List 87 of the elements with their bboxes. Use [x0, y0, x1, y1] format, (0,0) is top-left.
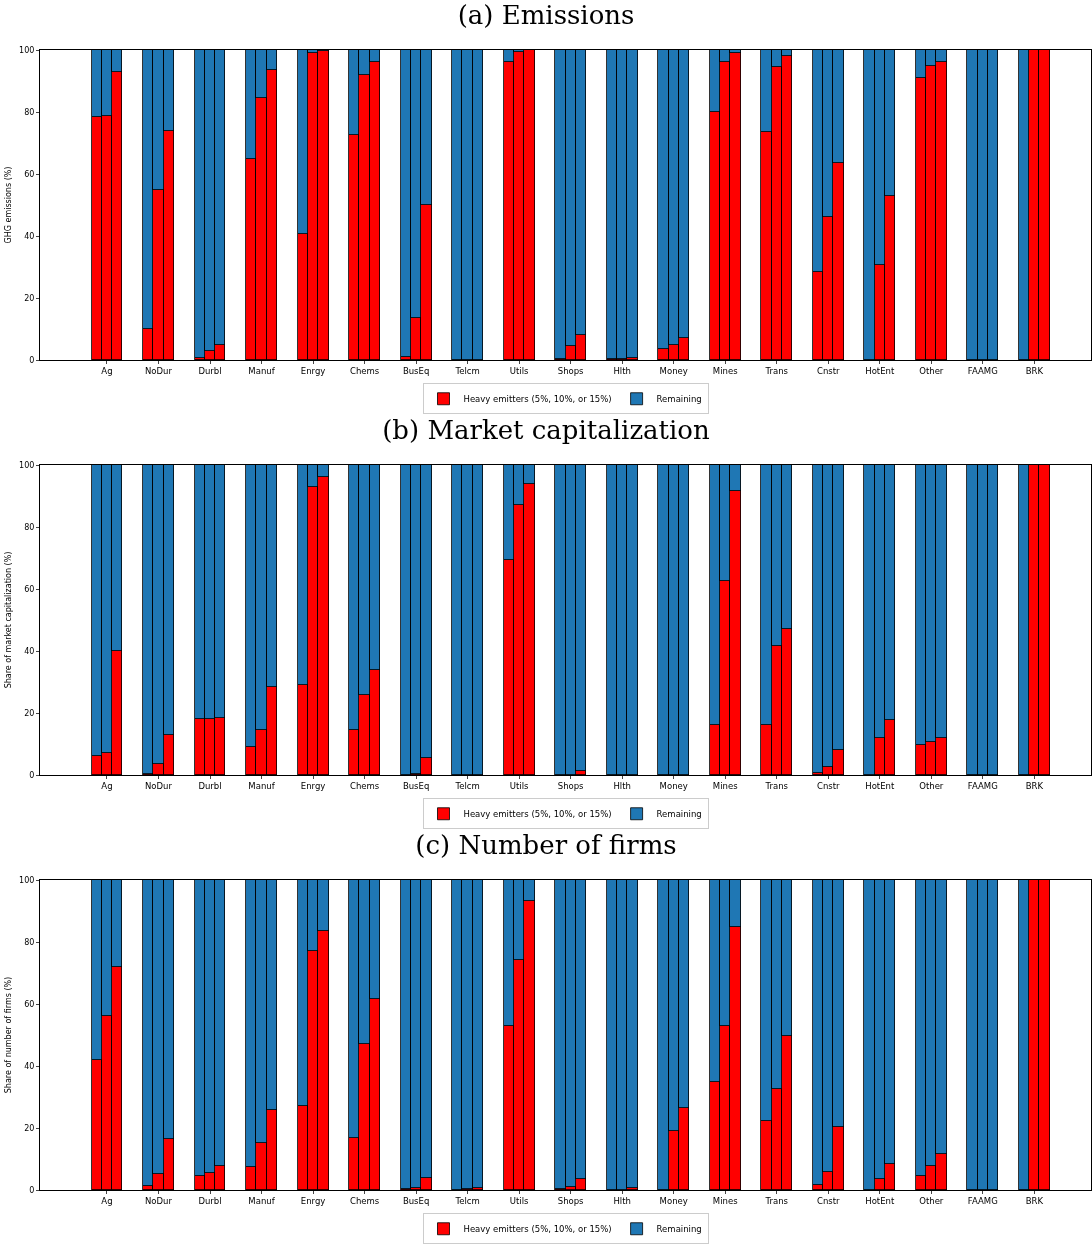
y-tick-label: 20: [24, 1123, 35, 1133]
x-tick-label: Shops: [557, 781, 585, 792]
x-tick-label: Hlth: [613, 366, 631, 377]
y-tick-label: 100: [19, 45, 35, 55]
y-tick-label: 80: [24, 107, 35, 117]
x-tick-label: Money: [659, 366, 688, 377]
chart-title: (a) Emissions: [457, 0, 635, 31]
x-tick-label: Enrgy: [300, 366, 326, 377]
y-tick-label: 60: [24, 999, 35, 1009]
x-tick-label: Durbl: [198, 781, 222, 792]
x-tick-label: Manuf: [248, 781, 276, 792]
x-tick-label: Ag: [101, 366, 113, 377]
x-tick-label: Money: [659, 1196, 688, 1207]
x-tick-label: Trans: [764, 781, 789, 792]
x-tick-label: Utils: [509, 781, 530, 792]
x-tick-label: Enrgy: [300, 1196, 326, 1207]
y-tick-label: 0: [29, 1185, 35, 1195]
x-tick-label: Hlth: [613, 781, 631, 792]
x-tick-label: Cnstr: [816, 1196, 841, 1207]
y-tick-label: 40: [24, 646, 35, 656]
x-tick-label: BusEq: [402, 781, 430, 792]
x-tick-label: Manuf: [248, 366, 276, 377]
chart-title: (c) Number of firms: [415, 830, 677, 861]
x-tick-label: BRK: [1025, 366, 1044, 377]
x-tick-label: Mines: [712, 781, 739, 792]
x-tick-label: BRK: [1025, 1196, 1044, 1207]
y-axis-title: Share of number of firms (%): [3, 976, 13, 1094]
x-tick-label: Other: [919, 1196, 944, 1207]
x-tick-label: Mines: [712, 366, 739, 377]
y-tick-label: 20: [24, 708, 35, 718]
x-tick-label: Trans: [764, 1196, 789, 1207]
x-tick-label: BRK: [1025, 781, 1044, 792]
x-tick-label: Chems: [349, 366, 380, 377]
x-tick-label: Hlth: [613, 1196, 631, 1207]
legend-label: Heavy emitters (5%, 10%, or 15%): [463, 394, 612, 405]
y-axis-title: Share of market capitalization (%): [3, 551, 13, 689]
x-tick-label: Chems: [349, 781, 380, 792]
y-tick-label: 0: [29, 355, 35, 365]
x-tick-label: HotEnt: [865, 366, 895, 377]
x-tick-label: Other: [919, 781, 944, 792]
x-tick-label: NoDur: [145, 1196, 173, 1207]
x-tick-label: Manuf: [248, 1196, 276, 1207]
x-tick-label: FAAMG: [967, 781, 998, 792]
y-axis-title: GHG emissions (%): [3, 166, 13, 244]
y-tick-label: 60: [24, 169, 35, 179]
y-tick-label: 0: [29, 770, 35, 780]
y-tick-label: 100: [19, 460, 35, 470]
y-tick-label: 100: [19, 875, 35, 885]
x-tick-label: FAAMG: [967, 366, 998, 377]
x-tick-label: Telcm: [454, 1196, 480, 1207]
x-tick-label: HotEnt: [865, 781, 895, 792]
x-tick-label: Other: [919, 366, 944, 377]
x-tick-label: Durbl: [198, 366, 222, 377]
x-tick-label: NoDur: [145, 366, 173, 377]
x-tick-label: Utils: [509, 366, 530, 377]
x-tick-label: Enrgy: [300, 781, 326, 792]
x-tick-label: Mines: [712, 1196, 739, 1207]
y-tick-label: 80: [24, 522, 35, 532]
legend-label: Remaining: [656, 809, 702, 820]
y-tick-label: 40: [24, 1061, 35, 1071]
x-tick-label: HotEnt: [865, 1196, 895, 1207]
x-tick-label: Durbl: [198, 1196, 222, 1207]
x-tick-label: Ag: [101, 1196, 113, 1207]
x-tick-label: Shops: [557, 1196, 585, 1207]
x-tick-label: BusEq: [402, 1196, 430, 1207]
x-tick-label: Cnstr: [816, 781, 841, 792]
legend-label: Remaining: [656, 1224, 702, 1235]
legend-label: Remaining: [656, 394, 702, 405]
x-tick-label: NoDur: [145, 781, 173, 792]
x-tick-label: Money: [659, 781, 688, 792]
y-tick-label: 60: [24, 584, 35, 594]
x-tick-label: FAAMG: [967, 1196, 998, 1207]
y-tick-label: 80: [24, 937, 35, 947]
x-tick-label: Shops: [557, 366, 585, 377]
x-tick-label: Ag: [101, 781, 113, 792]
x-tick-label: Trans: [764, 366, 789, 377]
legend-label: Heavy emitters (5%, 10%, or 15%): [463, 1224, 612, 1235]
x-tick-label: Telcm: [454, 366, 480, 377]
y-tick-label: 20: [24, 293, 35, 303]
chart-title: (b) Market capitalization: [382, 415, 711, 446]
y-tick-label: 40: [24, 231, 35, 241]
x-tick-label: Chems: [349, 1196, 380, 1207]
legend-label: Heavy emitters (5%, 10%, or 15%): [463, 809, 612, 820]
x-tick-label: BusEq: [402, 366, 430, 377]
x-tick-label: Utils: [509, 1196, 530, 1207]
x-tick-label: Telcm: [454, 781, 480, 792]
x-tick-label: Cnstr: [816, 366, 841, 377]
